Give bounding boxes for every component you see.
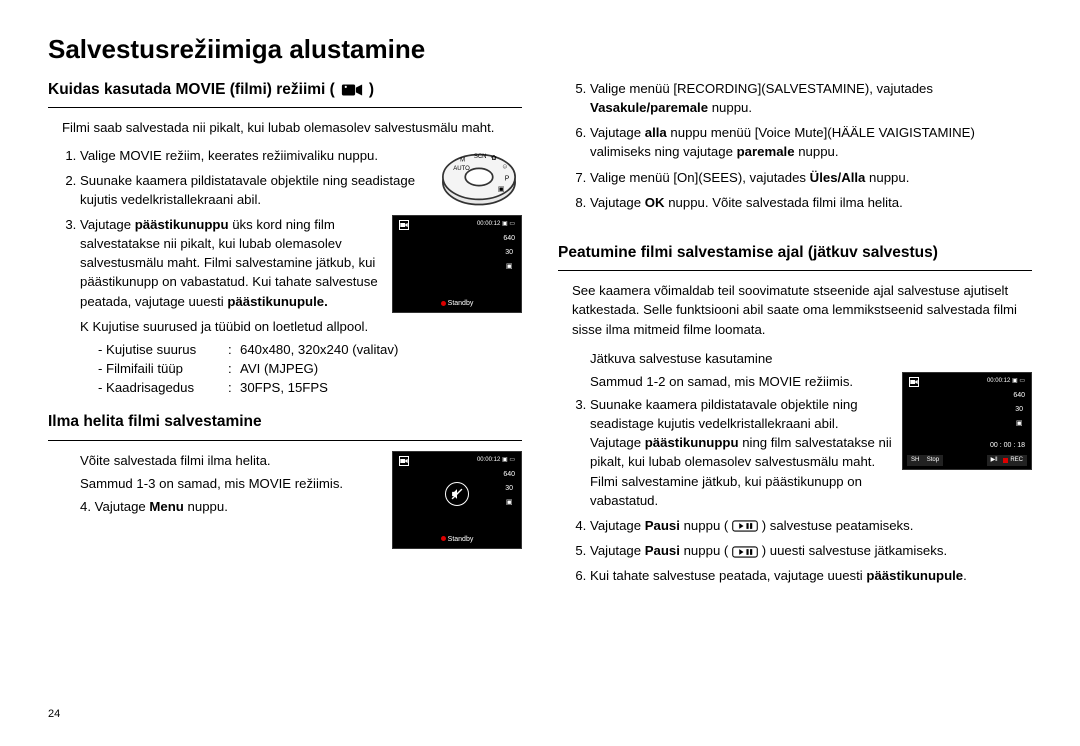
nosound-steps-cont: Valige menüü [RECORDING](SALVESTAMINE), … [558, 79, 1032, 212]
standby-label: Standby [448, 536, 474, 543]
page-number: 24 [48, 708, 60, 720]
metering-icon: ▣ [506, 262, 513, 272]
rec-dot-icon [441, 301, 446, 306]
nosound-step5: Valige menüü [RECORDING](SALVESTAMINE), … [590, 79, 1032, 117]
movie-mode-icon [399, 220, 409, 230]
pause-button-icon [732, 546, 758, 558]
movie-camera-icon [341, 83, 363, 97]
size-indicator: 640 [503, 470, 515, 480]
nosound-step8: Vajutage OK nuppu. Võite salvestada film… [590, 193, 1032, 212]
fps-indicator: 30 [1015, 405, 1023, 415]
size-indicator: 640 [1013, 391, 1025, 401]
pause-step4: Vajutage Pausi nuppu ( ) salvestuse peat… [590, 516, 1032, 535]
nosound-step6: Vajutage alla nuppu menüü [Voice Mute](H… [590, 123, 1032, 161]
standby-label: Standby [448, 300, 474, 307]
spec-filetype: - Filmifaili tüüp:AVI (MJPEG) [98, 359, 522, 378]
heading-tail: ) [369, 79, 374, 101]
pause-step5: Vajutage Pausi nuppu ( ) uuesti salvestu… [590, 541, 1032, 560]
lcd-standby-screen: 00:00:12 ▣ ▭ 640 30 ▣ Standby [392, 215, 522, 313]
mode-dial-illustration: AUTO M SCN ✿ ☺ P ▣ [436, 146, 522, 208]
lcd-mute-screen: 00:00:12 ▣ ▭ 640 30 ▣ Standby [392, 451, 522, 549]
mute-indicator-icon [445, 482, 469, 506]
movie-intro: Filmi saab salvestada nii pikalt, kui lu… [62, 118, 522, 137]
svg-text:SCN: SCN [474, 154, 487, 160]
svg-text:M: M [460, 157, 465, 163]
spec-size: - Kujutise suurus:640x480, 320x240 (vali… [98, 340, 522, 359]
svg-text:AUTO: AUTO [453, 166, 470, 172]
rec-time-top: 00:00:12 ▣ ▭ [477, 220, 515, 230]
svg-text:▣: ▣ [498, 185, 505, 192]
spec-fps: - Kaadrisagedus:30FPS, 15FPS [98, 378, 522, 397]
movie-mode-icon [909, 377, 919, 387]
size-indicator: 640 [503, 234, 515, 244]
fps-indicator: 30 [505, 248, 513, 258]
svg-text:P: P [505, 175, 510, 182]
k-note: K Kujutise suurused ja tüübid on loetlet… [80, 317, 522, 336]
svg-text:☺: ☺ [501, 163, 508, 170]
nosound-step7: Valige menüü [On](SEES), vajutades Üles/… [590, 168, 1032, 187]
heading-text: Kuidas kasutada MOVIE (filmi) režiimi ( [48, 79, 335, 101]
left-column: Kuidas kasutada MOVIE (filmi) režiimi ( … [48, 79, 522, 591]
movie-mode-heading: Kuidas kasutada MOVIE (filmi) režiimi ( … [48, 79, 522, 108]
metering-icon: ▣ [1016, 419, 1023, 429]
sh-stop-label: SH Stop [907, 455, 943, 466]
pause-button-icon [732, 520, 758, 532]
page-title: Salvestusrežiimiga alustamine [48, 34, 1032, 65]
metering-icon: ▣ [506, 498, 513, 508]
rec-dot-icon [441, 536, 446, 541]
pause-heading: Peatumine filmi salvestamise ajal (jätku… [558, 242, 1032, 271]
right-column: Valige menüü [RECORDING](SALVESTAMINE), … [558, 79, 1032, 591]
rec-time-top: 00:00:12 ▣ ▭ [987, 377, 1025, 387]
pause-subhead: Jätkuva salvestuse kasutamine [590, 349, 1032, 368]
pause-intro: See kaamera võimaldab teil soovimatute s… [572, 281, 1032, 338]
fps-indicator: 30 [505, 484, 513, 494]
rec-label: ▶ǁ REC [987, 455, 1027, 466]
svg-text:✿: ✿ [491, 154, 497, 161]
rec-time-top: 00:00:12 ▣ ▭ [477, 456, 515, 466]
lcd-rec-screen: 00:00:12 ▣ ▭ 640 30 ▣ 00 : 00 : 18 SH St… [902, 372, 1032, 470]
nosound-heading: Ilma helita filmi salvestamine [48, 411, 522, 440]
movie-mode-icon [399, 456, 409, 466]
elapsed-time: 00 : 00 : 18 [990, 441, 1025, 451]
pause-step6: Kui tahate salvestuse peatada, vajutage … [590, 566, 1032, 585]
